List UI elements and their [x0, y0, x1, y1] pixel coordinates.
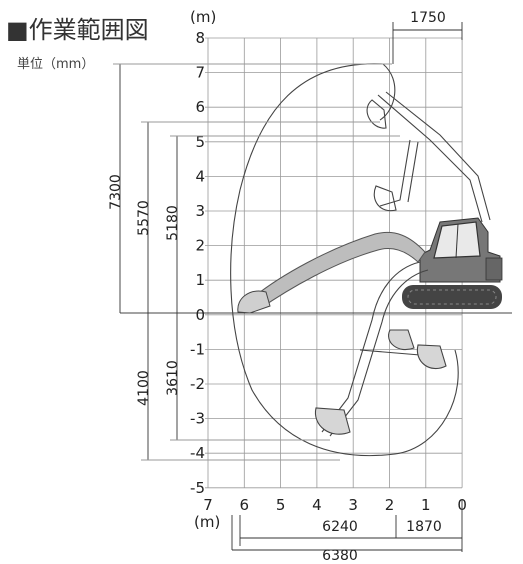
- y-tick-label: 3: [195, 202, 205, 220]
- y-tick-label: -2: [190, 375, 205, 393]
- bucket-dig-deep: [314, 407, 351, 435]
- x-tick-label: 3: [348, 496, 358, 514]
- bucket-ground: [237, 290, 271, 314]
- boom-lowered-position: [314, 261, 447, 437]
- x-tick-label: 6: [240, 496, 250, 514]
- y-tick-label: -5: [190, 479, 205, 497]
- y-tick-label: -3: [190, 410, 205, 428]
- y-axis-tick-labels: 8 7 6 5 4 3 2 1 0 -1 -2 -3 -4 -5: [190, 29, 205, 497]
- bucket-dig-near: [388, 329, 415, 350]
- bucket-mid: [373, 185, 397, 212]
- x-tick-label: 4: [312, 496, 322, 514]
- x-tick-label: 2: [385, 496, 395, 514]
- y-tick-label: 6: [195, 98, 205, 116]
- bucket-dig-mid: [416, 344, 447, 370]
- working-range-envelope: [230, 63, 459, 457]
- y-tick-label: 2: [195, 237, 205, 255]
- dim-6240: 6240: [322, 519, 358, 535]
- y-tick-label: 4: [195, 167, 205, 185]
- dim-7300: 7300: [108, 174, 124, 210]
- unit-label: 単位（mm）: [17, 57, 95, 72]
- excavator-track: [402, 285, 502, 309]
- x-axis-unit: (m): [194, 513, 220, 531]
- excavator-body: [402, 217, 503, 309]
- dimension-lines: [113, 22, 463, 552]
- dim-5570: 5570: [136, 200, 152, 236]
- y-tick-label: 8: [195, 29, 205, 47]
- boom-ground-position: [237, 231, 426, 314]
- y-tick-label: 0: [195, 306, 205, 324]
- x-tick-label: 1: [421, 496, 431, 514]
- dim-6380: 6380: [322, 548, 358, 564]
- x-tick-label: 5: [276, 496, 286, 514]
- y-axis-unit: (m): [190, 8, 216, 26]
- grid-lines: [205, 37, 463, 489]
- y-tick-label: -1: [190, 340, 205, 358]
- dim-1750: 1750: [410, 10, 446, 26]
- y-tick-label: 7: [195, 64, 205, 82]
- page-title: ■作業範囲図: [6, 16, 149, 44]
- y-tick-label: 1: [195, 271, 205, 289]
- bucket-raised: [366, 99, 387, 129]
- dim-3610: 3610: [165, 360, 181, 396]
- y-tick-label: -4: [190, 444, 205, 462]
- dim-1870: 1870: [406, 519, 442, 535]
- working-range-envelope-upper: [379, 63, 396, 121]
- y-tick-label: 5: [195, 133, 205, 151]
- boom-raised-position: [366, 91, 491, 223]
- dim-4100: 4100: [136, 370, 152, 406]
- x-tick-label: 7: [203, 496, 213, 514]
- dim-5180: 5180: [165, 205, 181, 241]
